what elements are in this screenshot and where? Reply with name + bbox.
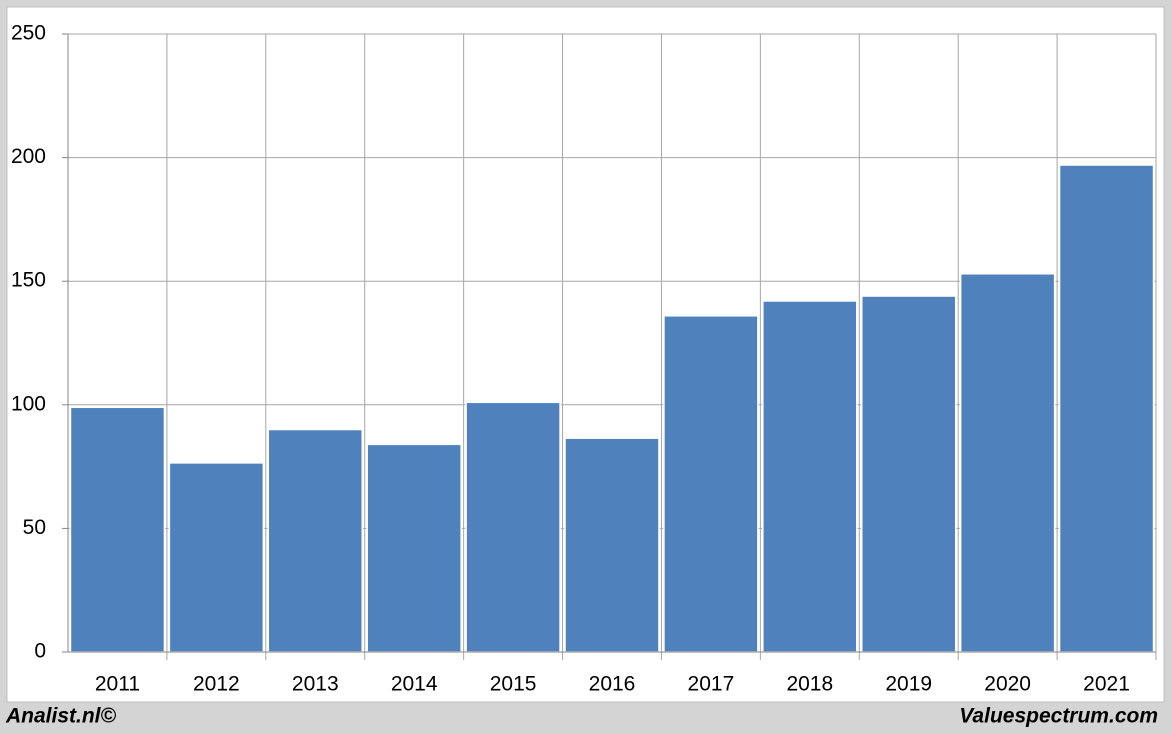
x-tick-label: 2015 bbox=[490, 673, 537, 696]
y-tick-label: 200 bbox=[11, 145, 46, 168]
bar bbox=[465, 401, 561, 653]
x-tick-label: 2017 bbox=[688, 673, 735, 696]
x-tick-label: 2020 bbox=[984, 673, 1031, 696]
bar bbox=[860, 295, 957, 653]
bar bbox=[564, 437, 660, 653]
bar bbox=[69, 406, 166, 653]
y-tick-label: 0 bbox=[34, 640, 46, 663]
x-tick-label: 2016 bbox=[589, 673, 636, 696]
x-tick-label: 2013 bbox=[292, 673, 339, 696]
y-tick-label: 250 bbox=[11, 22, 46, 45]
bar bbox=[959, 273, 1056, 653]
x-tick-label: 2011 bbox=[95, 673, 140, 696]
footer-left: Analist.nl© bbox=[5, 705, 117, 728]
y-tick-label: 100 bbox=[11, 392, 46, 415]
bar bbox=[168, 462, 265, 653]
x-tick-label: 2021 bbox=[1083, 673, 1130, 696]
bar bbox=[366, 443, 462, 653]
x-tick-label: 2019 bbox=[885, 673, 932, 696]
x-tick-label: 2014 bbox=[391, 673, 438, 696]
x-tick-label: 2012 bbox=[193, 673, 240, 696]
bar bbox=[1058, 164, 1155, 653]
bar bbox=[762, 300, 858, 653]
x-tick-label: 2018 bbox=[786, 673, 833, 696]
y-tick-label: 50 bbox=[23, 516, 46, 539]
bar bbox=[267, 428, 364, 653]
footer-right: Valuespectrum.com bbox=[959, 705, 1158, 728]
y-tick-label: 150 bbox=[11, 269, 46, 292]
bar bbox=[663, 315, 759, 653]
